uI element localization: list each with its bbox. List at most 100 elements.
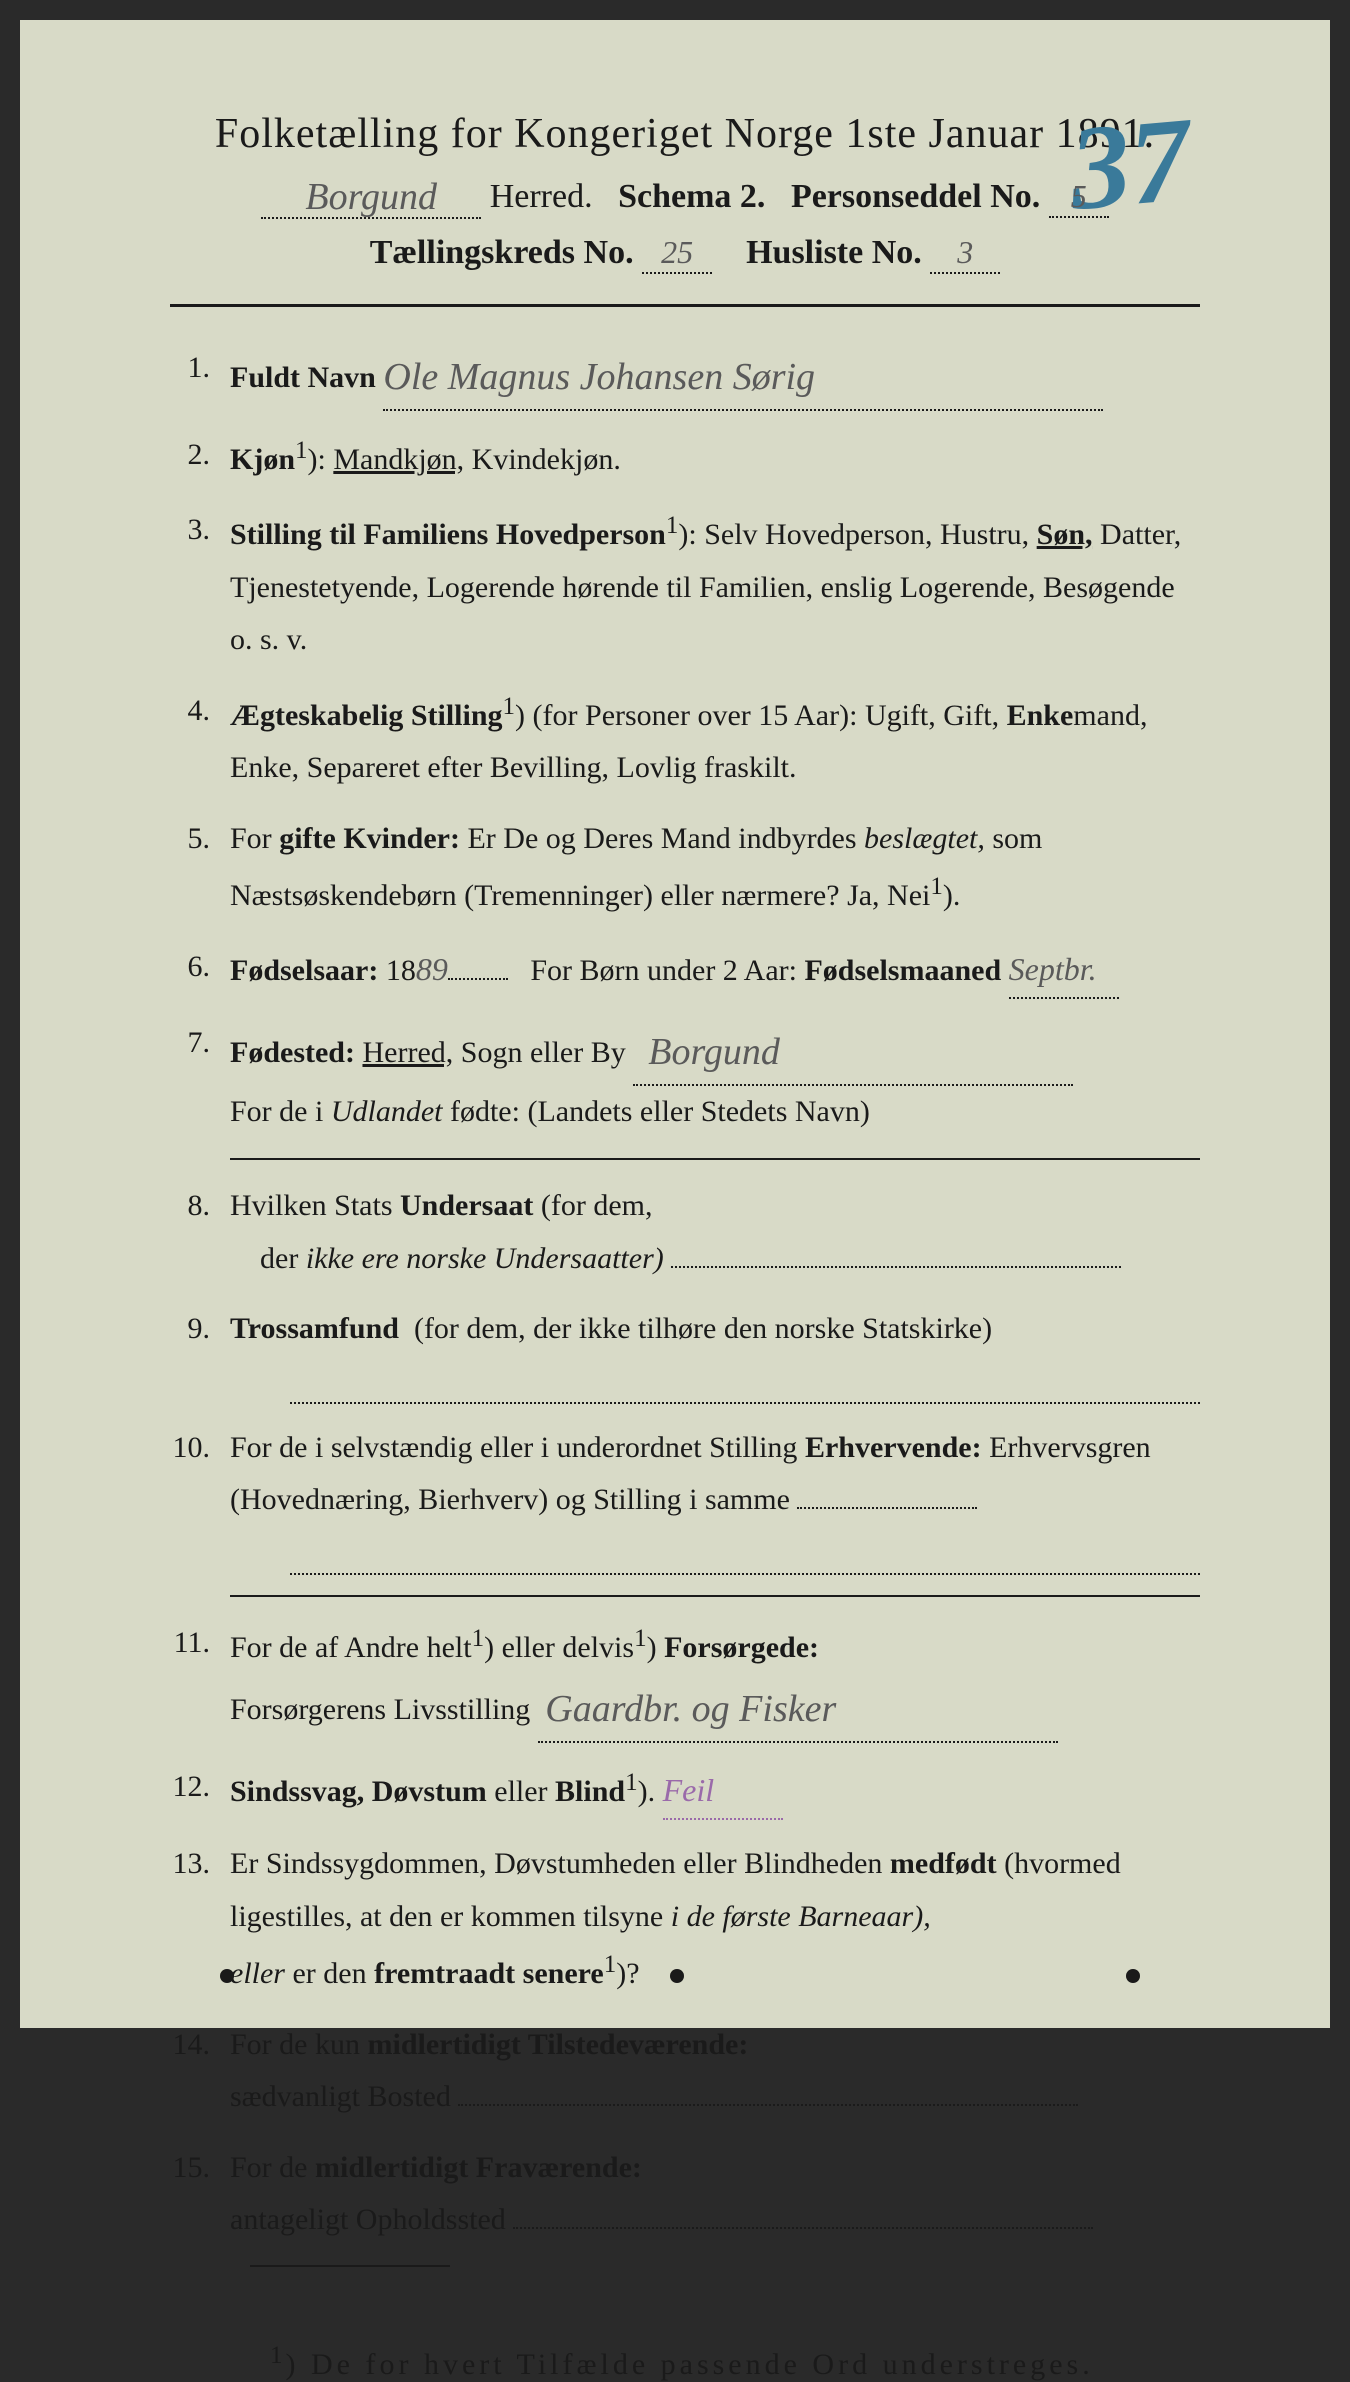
text: For de kun [230,2028,360,2061]
husliste-label: Husliste No. [746,234,922,271]
header-line-3: Tællingskreds No. 25 Husliste No. 3 [170,234,1200,274]
herred-label: Herred. [490,178,593,215]
sup: 1 [270,2342,286,2369]
field-7: 7. Fødested: Herred, Sogn eller By Borgu… [170,1017,1200,1138]
text: der [260,1242,298,1275]
text: (for dem, der ikke tilhøre den norske St… [414,1312,992,1345]
text: i de første Barneaar), [671,1900,931,1933]
field-num: 3. [170,504,230,557]
header-divider [170,304,1200,307]
field-num: 2. [170,429,230,482]
field-num: 1. [170,342,230,395]
sex-male: Mandkjøn, [333,443,464,476]
field-label: Kjøn [230,443,295,476]
field-label: Fuldt Navn [230,361,376,394]
field-8: 8. Hvilken Stats Undersaat (for dem, der… [170,1180,1200,1285]
form-body: 1. Fuldt Navn Ole Magnus Johansen Sørig … [170,342,1200,2247]
field-6: 6. Fødselsaar: 1889 For Børn under 2 Aar… [170,941,1200,1000]
text: For de af Andre helt [230,1631,472,1664]
text: Selv Hovedperson, Hustru, [704,518,1029,551]
field-11: 11. For de af Andre helt1) eller delvis1… [170,1617,1200,1743]
text: For [230,822,272,855]
field-2: 2. Kjøn1): Mandkjøn, Kvindekjøn. [170,429,1200,487]
field-label: Fødested: [230,1036,355,1069]
header-line-2: Borgund Herred. Schema 2. Personseddel N… [170,173,1200,219]
form-title: Folketælling for Kongeriget Norge 1ste J… [170,110,1200,158]
text: Fødselsmaaned [804,954,1001,987]
sup: 1 [634,1625,647,1652]
text: Udlandet [331,1095,443,1128]
text: o. s. v. [230,623,307,656]
sup: 1 [604,1951,617,1978]
field-3: 3. Stilling til Familiens Hovedperson1):… [170,504,1200,667]
text: Forsørgerens Livsstilling [230,1693,530,1726]
text: eller [230,1957,285,1990]
section-divider [230,1595,1200,1597]
field-label: Fødselsaar: [230,954,378,987]
text: Er De og Deres Mand indbyrdes [467,822,856,855]
year-prefix: 18 [386,954,416,987]
field-label: Forsørgede: [664,1631,819,1664]
text: For de i selvstændig eller i underordnet… [230,1431,797,1464]
text: fremtraadt senere [374,1957,604,1990]
field-label: Undersaat [400,1189,533,1222]
sup: 1 [503,693,516,720]
field-label: Trossamfund [230,1312,399,1345]
section-divider [230,1158,1200,1160]
field-label: Erhvervende: [805,1431,982,1464]
text: Er Sindssygdommen, Døvstumheden eller Bl… [230,1847,882,1880]
form-header: Folketælling for Kongeriget Norge 1ste J… [170,110,1200,274]
text: eller [494,1775,547,1808]
text: fødte: (Landets eller Stedets Navn) [450,1095,870,1128]
text: sædvanligt Bosted [230,2080,451,2113]
text: ? [626,1957,639,1990]
sup: 1 [666,512,679,539]
punch-hole [670,1969,684,1983]
field-label: Stilling til Familiens Hovedperson [230,518,666,551]
field-5: 5. For gifte Kvinder: Er De og Deres Man… [170,813,1200,923]
text: ikke ere norske Undersaatter) [306,1242,664,1275]
birth-month: Septbr. [1009,951,1097,987]
sex-female: Kvindekjøn. [472,443,621,476]
footnote-rule [250,2265,450,2267]
field-1: 1. Fuldt Navn Ole Magnus Johansen Sørig [170,342,1200,411]
text: Hvilken Stats [230,1189,393,1222]
name-value: Ole Magnus Johansen Sørig [383,356,815,398]
schema-label: Schema 2. [618,178,765,215]
sup: 1 [625,1769,638,1796]
field-num: 11. [170,1617,230,1670]
text: (for Personer over 15 Aar): [533,699,858,732]
field-num: 7. [170,1017,230,1070]
text: For de [230,2151,308,2184]
personseddel-no: 5 [1071,178,1087,214]
footnote-text: ) De for hvert Tilfælde passende Ord und… [286,2348,1094,2381]
sup: 1 [472,1625,485,1652]
field-10: 10. For de i selvstændig eller i underor… [170,1422,1200,1575]
text: eller delvis [502,1631,634,1664]
field-label: Ægteskabelig Stilling [230,699,503,732]
field-num: 12. [170,1761,230,1814]
relation-son: Søn, [1037,518,1093,551]
taellingskreds-no: 25 [661,234,693,270]
field-13: 13. Er Sindssygdommen, Døvstumheden elle… [170,1838,1200,2001]
field-label: gifte Kvinder: [279,822,460,855]
birthplace-type: Herred, [362,1036,453,1069]
text: antageligt Opholdssted [230,2203,506,2236]
field-num: 15. [170,2142,230,2195]
sup: 1 [930,873,943,900]
field-num: 14. [170,2019,230,2072]
field-num: 6. [170,941,230,994]
field-4: 4. Ægteskabelig Stilling1) (for Personer… [170,685,1200,795]
footnote: 1) De for hvert Tilfælde passende Ord un… [170,2317,1200,2382]
field-num: 9. [170,1303,230,1356]
text: For de i [230,1095,323,1128]
field-label: Sindssvag, Døvstum [230,1775,487,1808]
field-label: midlertidigt Tilstedeværende: [368,2028,749,2061]
sup: 1 [295,437,308,464]
field-num: 4. [170,685,230,738]
personseddel-label: Personseddel No. [791,178,1040,215]
census-form-page: 37 Folketælling for Kongeriget Norge 1st… [20,20,1330,2028]
field-num: 10. [170,1422,230,1475]
year-value: 89 [416,951,448,987]
text: beslægtet, [864,822,985,855]
